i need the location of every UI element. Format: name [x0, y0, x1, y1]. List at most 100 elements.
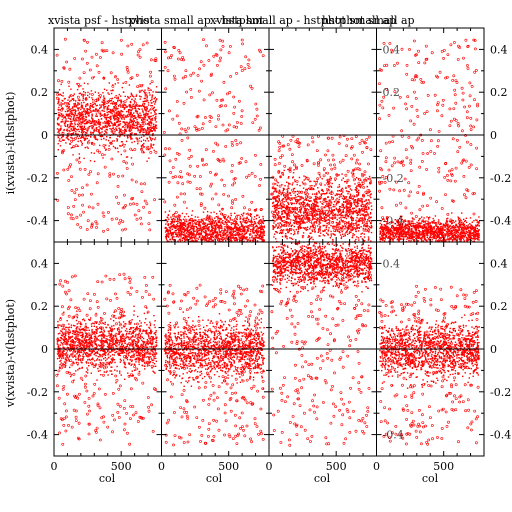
scatter-point: [181, 182, 185, 186]
scatter-point: [281, 184, 283, 186]
scatter-point: [254, 236, 257, 238]
scatter-point: [59, 145, 62, 147]
scatter-point: [235, 121, 239, 124]
scatter-point: [295, 166, 299, 170]
scatter-point: [287, 229, 291, 233]
scatter-point: [331, 210, 333, 212]
scatter-point: [211, 235, 213, 238]
scatter-point: [146, 160, 148, 162]
scatter-point: [91, 97, 93, 99]
scatter-point: [363, 209, 365, 211]
scatter-point: [101, 135, 104, 137]
scatter-point: [113, 117, 115, 119]
scatter-point: [132, 122, 135, 124]
scatter-point: [181, 225, 184, 227]
scatter-point: [74, 127, 76, 129]
scatter-point: [250, 220, 252, 222]
scatter-point: [59, 109, 61, 111]
scatter-point: [181, 56, 185, 59]
scatter-point: [73, 93, 75, 95]
scatter-point: [338, 210, 340, 212]
scatter-point: [180, 231, 183, 233]
scatter-point: [327, 211, 330, 213]
scatter-point: [309, 220, 312, 224]
scatter-point: [149, 83, 151, 85]
scatter-point: [150, 138, 152, 140]
scatter-point: [282, 210, 284, 212]
scatter-point: [227, 51, 231, 55]
scatter-point: [126, 126, 129, 128]
scatter-point: [109, 141, 113, 145]
scatter-point: [121, 206, 125, 210]
scatter-point: [83, 120, 86, 122]
scatter-point: [232, 95, 236, 99]
scatter-point: [142, 144, 144, 146]
scatter-point: [99, 135, 101, 138]
scatter-point: [217, 221, 220, 224]
scatter-point: [323, 230, 325, 232]
scatter-point: [209, 223, 211, 225]
scatter-point: [300, 219, 302, 221]
scatter-point: [294, 180, 296, 183]
scatter-point: [81, 133, 83, 135]
scatter-point: [261, 245, 262, 246]
scatter-point: [104, 154, 106, 156]
scatter-point: [351, 213, 353, 215]
scatter-point: [367, 135, 371, 139]
scatter-point: [121, 220, 125, 224]
scatter-point: [325, 213, 327, 215]
scatter-point: [250, 244, 251, 245]
scatter-point: [225, 222, 227, 224]
scatter-point: [211, 229, 213, 231]
scatter-point: [60, 83, 62, 86]
scatter-point: [137, 114, 139, 116]
scatter-point: [226, 128, 230, 132]
scatter-point: [295, 216, 297, 218]
scatter-point: [207, 234, 209, 236]
scatter-point: [126, 110, 128, 113]
scatter-point: [116, 108, 118, 110]
scatter-point: [117, 104, 120, 107]
scatter-point: [183, 216, 186, 218]
scatter-point: [79, 225, 83, 229]
scatter-point: [306, 212, 309, 215]
scatter-point: [74, 133, 77, 135]
scatter-point: [97, 92, 100, 94]
scatter-point: [112, 145, 115, 148]
scatter-point: [348, 209, 351, 211]
scatter-point: [322, 220, 324, 222]
scatter-point: [146, 96, 148, 98]
scatter-point: [78, 107, 80, 109]
scatter-point: [143, 142, 145, 145]
scatter-point: [60, 121, 63, 123]
scatter-point: [347, 192, 349, 195]
scatter-point: [173, 212, 176, 215]
scatter-point: [218, 239, 221, 242]
scatter-point: [154, 126, 156, 128]
scatter-point: [334, 217, 336, 219]
scatter-point: [316, 205, 318, 207]
scatter-point: [338, 174, 340, 176]
scatter-point: [254, 234, 256, 237]
scatter-point: [74, 109, 76, 111]
scatter-point: [69, 100, 71, 103]
scatter-point: [215, 216, 217, 218]
scatter-point: [107, 147, 111, 151]
panel-title-2: xvista small ap - hstphot: [128, 14, 264, 27]
scatter-point: [114, 115, 116, 118]
scatter-point: [243, 228, 246, 231]
scatter-point: [185, 243, 186, 244]
scatter-point: [237, 231, 240, 233]
scatter-point: [327, 188, 330, 191]
scatter-point: [286, 228, 288, 230]
scatter-point: [349, 225, 351, 227]
scatter-point: [189, 236, 191, 239]
scatter-point: [211, 224, 213, 226]
scatter-point: [252, 227, 255, 229]
scatter-point: [91, 115, 93, 117]
scatter-point: [83, 137, 85, 139]
scatter-point: [198, 222, 201, 224]
scatter-point: [175, 215, 179, 219]
scatter-point: [84, 49, 88, 53]
scatter-point: [279, 175, 283, 179]
